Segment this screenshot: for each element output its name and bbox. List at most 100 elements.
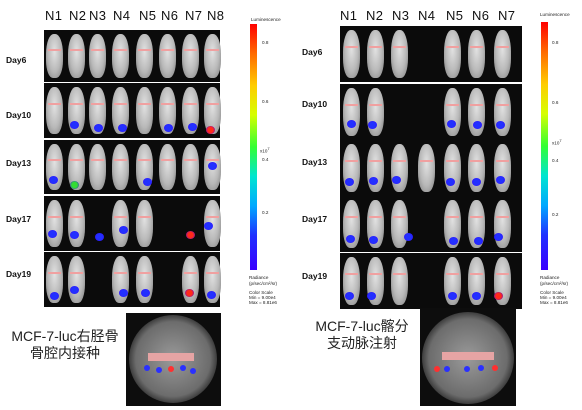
imaging-strip — [340, 196, 522, 252]
mouse-image — [182, 34, 199, 78]
left-row-day17: Day17 — [6, 214, 32, 224]
signal-blob — [204, 222, 213, 230]
right-dish-photo — [420, 308, 516, 406]
left-tick-0.2: 0.2 — [262, 210, 269, 215]
signal-blob — [346, 235, 355, 243]
ear-tag — [470, 46, 483, 48]
right-row-day13: Day13 — [302, 157, 328, 167]
ear-tag — [446, 216, 459, 218]
imaging-strip — [340, 253, 522, 309]
signal-blob — [207, 291, 216, 299]
mouse-image — [444, 88, 461, 136]
ear-tag — [496, 216, 509, 218]
left-colorscale-title: Color Scale — [249, 290, 273, 295]
ear-tag — [161, 103, 174, 105]
signal-blob — [404, 233, 413, 241]
right-colorbar-units2: (p/sec/cm²/sr) — [540, 281, 569, 286]
left-dish-photo — [126, 313, 221, 406]
mouse-image — [89, 87, 106, 134]
signal-blob — [368, 121, 377, 129]
ear-tag — [138, 49, 151, 51]
ear-tag — [138, 103, 151, 105]
ear-tag — [393, 46, 406, 48]
left-col-n1: N1 — [45, 8, 63, 23]
left-colorbar-title: Luminescence — [251, 17, 281, 22]
signal-blob — [94, 124, 103, 132]
mouse-image — [494, 30, 511, 78]
ear-tag — [114, 272, 127, 274]
ear-tag — [369, 104, 382, 106]
signal-blob — [48, 230, 57, 238]
mouse-image — [159, 144, 176, 190]
mouse-image — [46, 200, 63, 247]
ear-tag — [496, 273, 509, 275]
signal-blob — [186, 231, 195, 239]
right-colorscale-min: Min = 9.00e4 — [540, 295, 567, 300]
mouse-image — [494, 144, 511, 192]
right-tick-0.2: 0.2 — [552, 212, 559, 217]
left-colorbar-gradient — [250, 24, 257, 270]
right-tick-0.8: 0.8 — [552, 40, 559, 45]
left-row-day6: Day6 — [6, 55, 27, 65]
mouse-image — [343, 88, 360, 136]
mouse-image — [204, 87, 221, 134]
mouse-image — [112, 144, 129, 190]
ear-tag — [114, 103, 127, 105]
ear-tag — [393, 160, 406, 162]
mouse-image — [159, 87, 176, 134]
signal-blob — [206, 126, 215, 134]
right-tick-0.6: 0.6 — [552, 100, 559, 105]
ear-tag — [369, 216, 382, 218]
right-col-n2: N2 — [366, 8, 384, 23]
mouse-image — [89, 34, 106, 78]
signal-blob — [448, 292, 457, 300]
ear-tag — [114, 159, 127, 161]
signal-blob — [118, 124, 127, 132]
signal-blob — [95, 233, 104, 241]
signal-blob — [369, 177, 378, 185]
signal-blob — [50, 292, 59, 300]
signal-blob — [164, 124, 173, 132]
ear-tag — [369, 160, 382, 162]
ear-tag — [206, 216, 219, 218]
left-colorbar-multiplier: x107 — [260, 146, 270, 154]
mouse-image — [46, 87, 63, 134]
signal-blob — [446, 178, 455, 186]
right-colorbar-gradient — [541, 22, 548, 270]
ear-tag — [345, 160, 358, 162]
ear-tag — [161, 49, 174, 51]
signal-blob — [345, 178, 354, 186]
left-col-n6: N6 — [161, 8, 179, 23]
signal-blob — [472, 292, 481, 300]
right-colorbar-multiplier: x107 — [552, 138, 562, 146]
ear-tag — [138, 216, 151, 218]
mouse-image — [391, 30, 408, 78]
ear-tag — [470, 104, 483, 106]
ear-tag — [48, 272, 61, 274]
ear-tag — [470, 160, 483, 162]
right-row-day10: Day10 — [302, 99, 328, 109]
mouse-image — [68, 34, 85, 78]
right-col-n1: N1 — [340, 8, 358, 23]
left-col-n7: N7 — [185, 8, 203, 23]
ear-tag — [369, 273, 382, 275]
ear-tag — [446, 46, 459, 48]
mouse-image — [343, 30, 360, 78]
left-row-day10: Day10 — [6, 110, 32, 120]
mouse-image — [46, 34, 63, 78]
imaging-strip — [44, 30, 221, 82]
ear-tag — [345, 273, 358, 275]
left-col-n3: N3 — [89, 8, 107, 23]
mouse-image — [182, 87, 199, 134]
right-row-day6: Day6 — [302, 47, 323, 57]
left-colorscale-min: Min = 9.00e4 — [249, 295, 276, 300]
ear-tag — [48, 216, 61, 218]
right-col-n3: N3 — [392, 8, 410, 23]
signal-blob — [369, 236, 378, 244]
right-caption-line1: MCF-7-luc髂分 — [315, 318, 409, 334]
ear-tag — [420, 160, 433, 162]
ear-tag — [48, 103, 61, 105]
signal-blob — [345, 292, 354, 300]
mouse-image — [391, 200, 408, 248]
ear-tag — [496, 104, 509, 106]
